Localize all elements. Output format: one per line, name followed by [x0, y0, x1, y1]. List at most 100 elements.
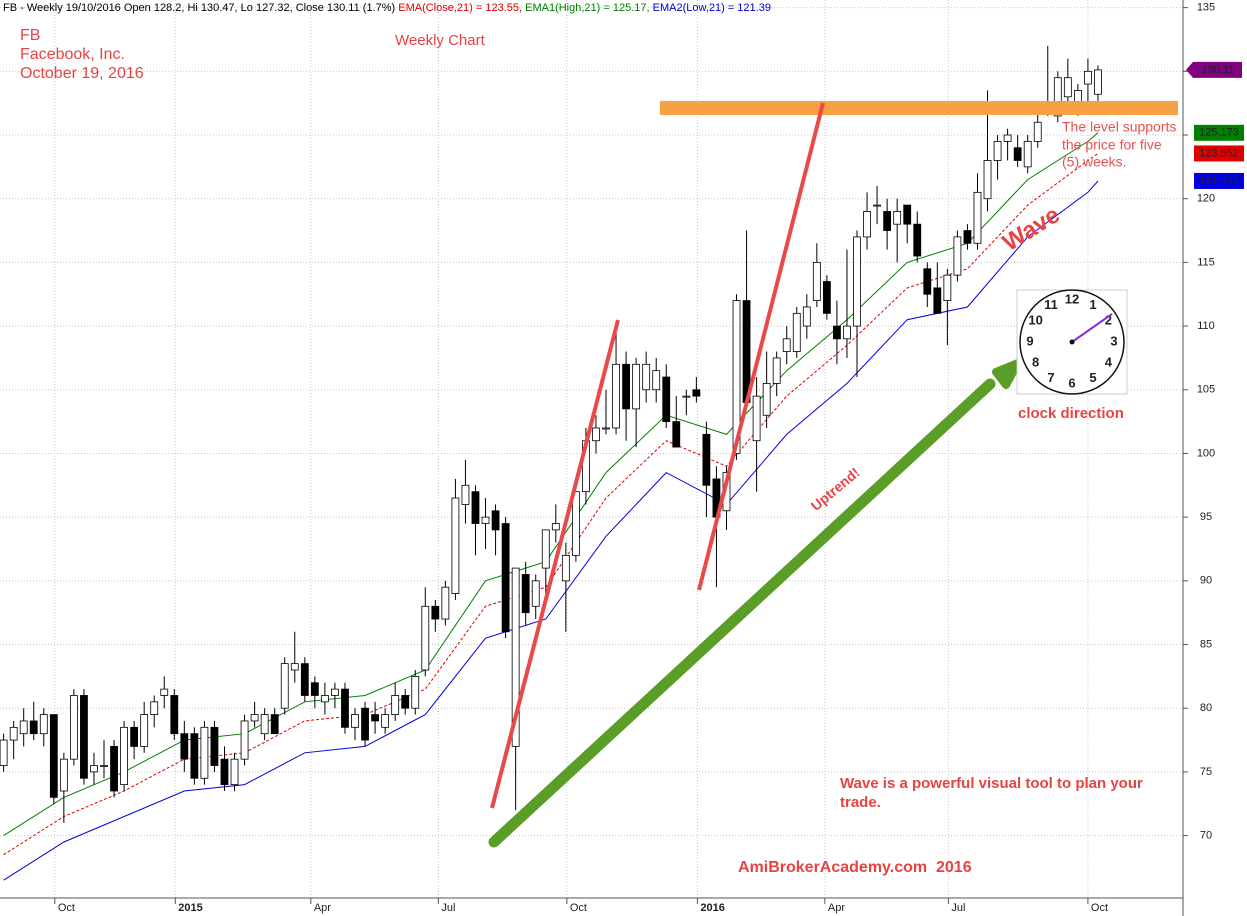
candle-body: [612, 363, 620, 429]
candle-body: [541, 529, 550, 569]
x-tick-label: Jul: [441, 902, 455, 914]
clock-hand: [1071, 313, 1113, 343]
candle-body: [762, 383, 771, 416]
candle-body: [822, 281, 831, 314]
y-tick-label: 80: [1200, 702, 1212, 714]
candle-body: [150, 701, 159, 715]
header: FB - Weekly 19/10/2016 Open 128.2, Hi 13…: [3, 2, 771, 14]
candle-body: [772, 357, 781, 384]
candle-body: [953, 236, 962, 276]
candle-body: [903, 204, 912, 225]
clock-number: 4: [1105, 354, 1113, 369]
y-tick-label: 105: [1197, 384, 1215, 396]
candle-body: [240, 720, 249, 760]
close-badge-label: 130.11: [1202, 64, 1235, 76]
clock-number: 11: [1044, 297, 1058, 312]
candle-body: [923, 268, 932, 295]
clock-number: 3: [1110, 333, 1117, 348]
header-part: FB - Weekly 19/10/2016 Open 128.2, Hi 13…: [3, 2, 398, 14]
candle-body: [792, 312, 801, 352]
candle-body: [732, 300, 741, 454]
value-badge-label: 123.552: [1199, 147, 1239, 159]
candle-body: [843, 325, 851, 340]
candle-body: [863, 211, 871, 238]
candle-body: [692, 389, 701, 397]
candle-body: [421, 605, 430, 671]
candle-body: [652, 370, 661, 391]
clock-number: 5: [1089, 370, 1096, 385]
candle-body: [511, 567, 520, 747]
candle-body: [602, 427, 610, 430]
y-tick-label: 95: [1200, 511, 1212, 523]
candle-body: [180, 733, 189, 760]
candle-body: [853, 236, 861, 327]
x-tick-label: Oct: [570, 902, 587, 914]
value-badge: [1194, 124, 1244, 141]
candle-body: [331, 688, 339, 696]
candle-body: [531, 580, 540, 607]
candle-body: [29, 720, 38, 735]
candle-body: [100, 765, 108, 767]
candle-body: [943, 274, 952, 302]
clock-number: 10: [1028, 312, 1042, 327]
x-tick-label: 2016: [700, 902, 724, 914]
candle-body: [411, 675, 420, 709]
candle-body: [812, 261, 821, 302]
candle-body: [110, 746, 118, 792]
candle-body: [802, 306, 811, 327]
candle-body: [1013, 147, 1022, 161]
candle-body: [592, 427, 600, 442]
candle-body: [381, 714, 390, 728]
y-tick-label: 110: [1197, 320, 1215, 332]
candles: [0, 45, 1102, 823]
candle-body: [250, 714, 259, 722]
candle-body: [441, 586, 450, 620]
candle-body: [69, 695, 78, 760]
value-badge-label: 125.173: [1199, 127, 1239, 139]
candle-body: [130, 726, 139, 747]
clock-number: 8: [1032, 354, 1039, 369]
candle-body: [702, 433, 711, 486]
candle-body: [9, 726, 18, 741]
candle-body: [983, 160, 992, 200]
y-tick-label: 135: [1197, 2, 1215, 14]
candle-body: [59, 758, 68, 792]
candle-body: [210, 726, 219, 766]
candle-body: [351, 714, 359, 728]
candle-body: [190, 733, 199, 779]
candle-body: [80, 695, 88, 779]
y-tick-label: 90: [1200, 575, 1212, 587]
candle-body: [993, 140, 1002, 161]
candle-body: [1063, 77, 1072, 98]
clock-label: clock direction: [1018, 405, 1124, 422]
candle-body: [300, 663, 309, 696]
header-part: EMA2(Low,21) = 121.39: [653, 2, 771, 14]
candle-body: [622, 363, 630, 410]
x-tick-label: Jul: [951, 902, 965, 914]
header-part: EMA(Close,21) = 123.55,: [398, 2, 525, 14]
x-tick-label: Oct: [1091, 902, 1108, 914]
clock-number: 9: [1026, 333, 1033, 348]
y-tick-label: 100: [1197, 447, 1215, 459]
candle-body: [963, 230, 972, 244]
candle-body: [220, 758, 229, 786]
arrow-head: [992, 359, 1022, 389]
candle-body: [90, 765, 98, 773]
x-tick-label: Oct: [58, 902, 75, 914]
candle-body: [662, 376, 671, 423]
x-tick-label: 2015: [178, 902, 202, 914]
clock-number: 1: [1089, 297, 1096, 312]
candle-body: [873, 204, 881, 207]
level-note: The level supports: [1062, 119, 1176, 135]
clock-number: 12: [1065, 291, 1079, 306]
level-note: (5) weeks.: [1062, 154, 1127, 170]
candle-body: [19, 720, 28, 735]
candle-body: [320, 695, 329, 703]
candle-body: [0, 739, 8, 766]
company: Facebook, Inc.: [20, 46, 125, 63]
